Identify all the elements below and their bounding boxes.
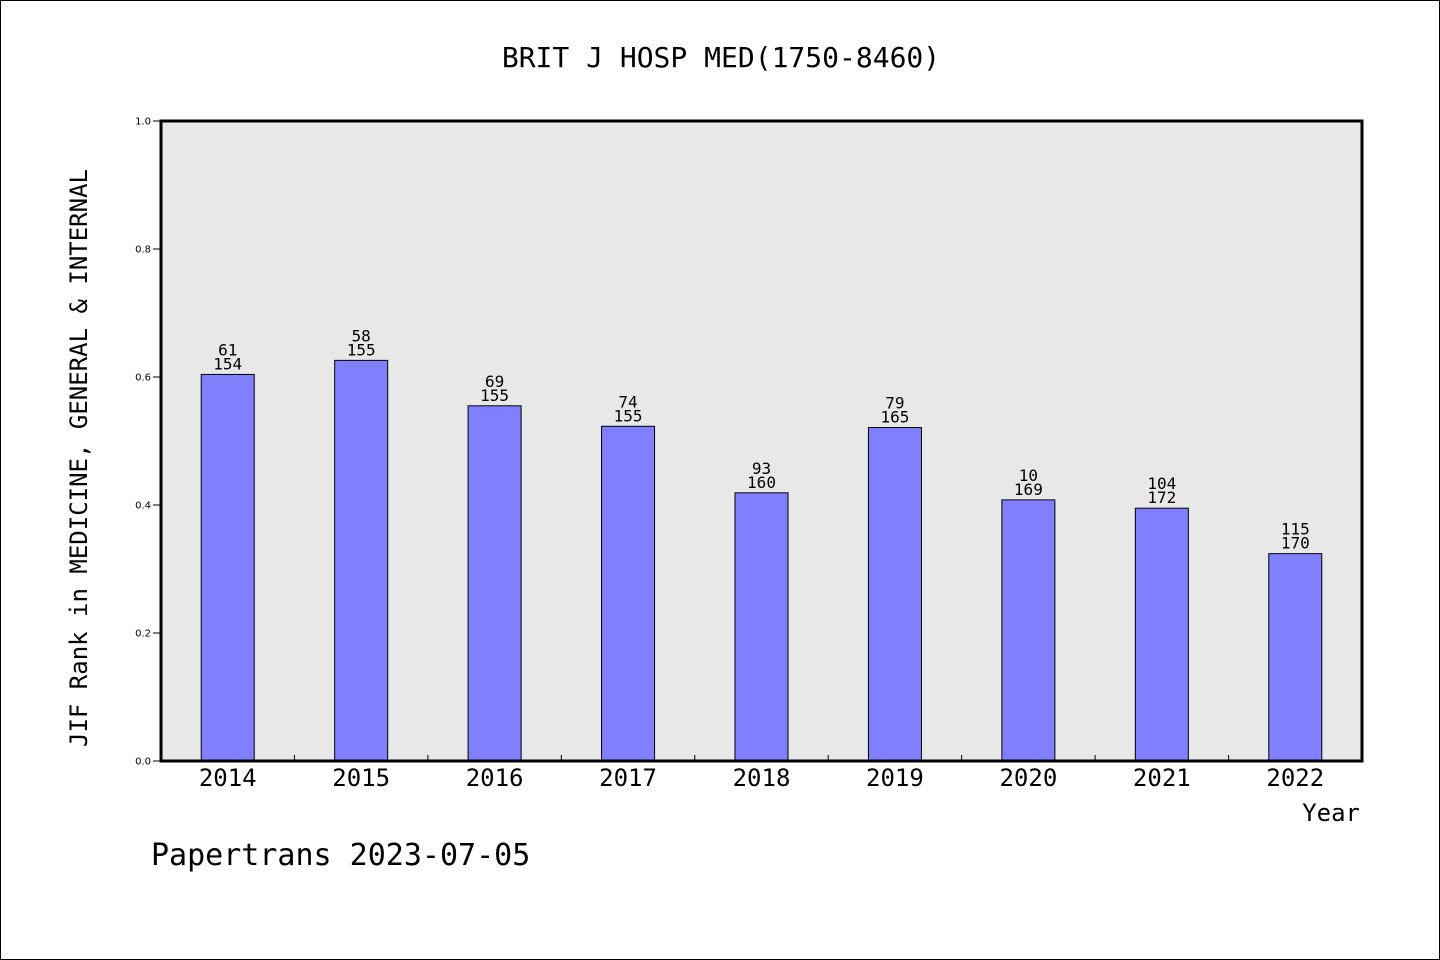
y-tick-label-0.0: 0.0 <box>135 757 151 768</box>
y-tick-label-0.8: 0.8 <box>135 245 151 256</box>
bar-label-top-2016: 69 <box>485 372 504 391</box>
bar-2022 <box>1268 553 1323 762</box>
bar-label-bottom-2015: 155 <box>347 340 376 359</box>
bar-label-top-2021: 104 <box>1147 474 1176 493</box>
bar-2021 <box>1134 507 1189 762</box>
bars <box>200 359 1323 762</box>
x-axis-ticks: 2014 2015 2016 2017 2018 2019 2020 2021 2022 <box>199 755 1324 792</box>
x-tick-label-2014: 2014 <box>199 764 257 792</box>
x-tick-label-2021: 2021 <box>1133 764 1191 792</box>
bar-label-bottom-2014: 154 <box>213 354 242 373</box>
bar-label-top-2017: 74 <box>618 392 637 411</box>
bar-label-top-2019: 79 <box>885 394 904 413</box>
y-tick-label-0.6: 0.6 <box>135 373 151 384</box>
plot-border <box>159 119 1364 763</box>
y-tick-label-0.2: 0.2 <box>135 629 151 640</box>
bar-label-top-2022: 115 <box>1281 520 1310 539</box>
bar-2019 <box>867 427 922 762</box>
bar-label-bottom-2019: 165 <box>880 408 909 427</box>
bar-label-top-2018: 93 <box>752 459 771 478</box>
bar-2014 <box>200 373 255 762</box>
bar-label-top-2014: 61 <box>218 340 237 359</box>
x-tick-label-2015: 2015 <box>332 764 390 792</box>
x-tick-label-2022: 2022 <box>1266 764 1324 792</box>
y-axis-ticks: 0.0 0.2 0.4 0.6 0.8 1.0 <box>135 117 161 768</box>
bar-label-bottom-2017: 155 <box>614 406 643 425</box>
x-tick-label-2020: 2020 <box>999 764 1057 792</box>
x-tick-label-2017: 2017 <box>599 764 657 792</box>
x-tick-label-2018: 2018 <box>733 764 791 792</box>
bar-2017 <box>601 425 656 762</box>
bar-2020 <box>1001 499 1056 762</box>
bar-2018 <box>734 492 789 762</box>
bar-label-top-2015: 58 <box>352 326 371 345</box>
bar-label-bottom-2021: 172 <box>1147 488 1176 507</box>
bar-2016 <box>467 405 522 762</box>
x-tick-label-2019: 2019 <box>866 764 924 792</box>
y-tick-label-0.4: 0.4 <box>135 501 151 512</box>
y-axis-label: JIF Rank in MEDICINE, GENERAL & INTERNAL <box>65 169 93 747</box>
chart-title: BRIT J HOSP MED(1750-8460) <box>502 41 940 74</box>
y-tick-label-1.0: 1.0 <box>135 117 151 128</box>
bar-label-top-2020: 10 <box>1019 466 1038 485</box>
bar-2015 <box>334 359 389 762</box>
bar-label-bottom-2018: 160 <box>747 473 776 492</box>
x-axis-label: Year <box>1302 799 1360 827</box>
footer-credit: Papertrans 2023-07-05 <box>151 838 530 873</box>
bar-label-bottom-2020: 169 <box>1014 480 1043 499</box>
bar-label-bottom-2022: 170 <box>1281 534 1310 553</box>
x-tick-label-2016: 2016 <box>466 764 524 792</box>
bar-label-bottom-2016: 155 <box>480 386 509 405</box>
